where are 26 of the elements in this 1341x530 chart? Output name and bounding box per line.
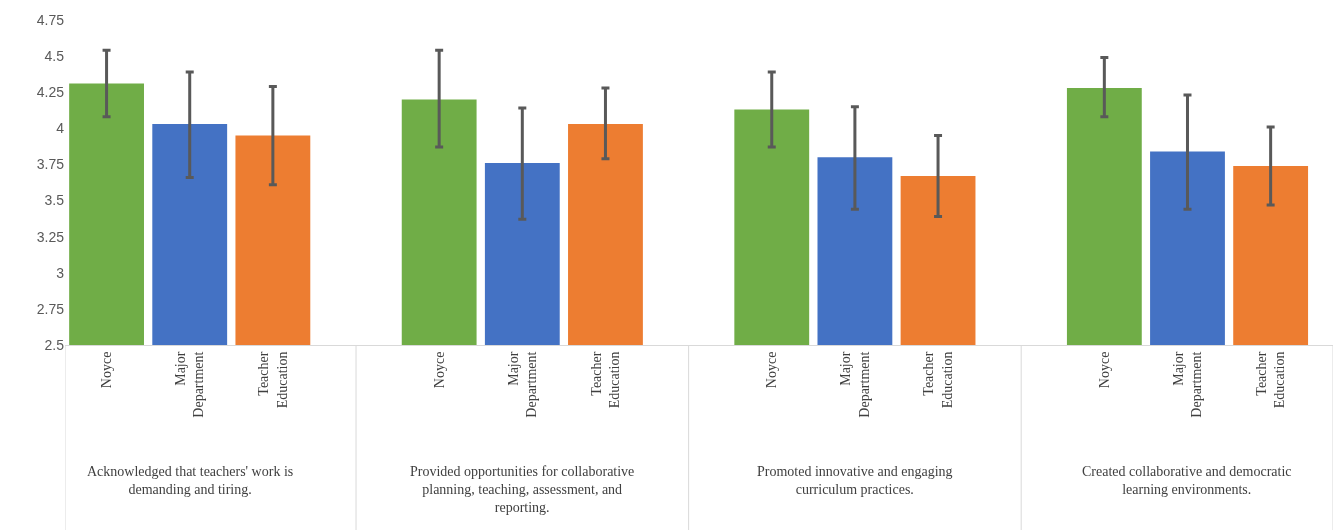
x-tick-label: Teacher Education xyxy=(256,351,290,409)
y-tick-label: 4.75 xyxy=(36,11,65,28)
text: Created collaborative and democratic learning environments. xyxy=(1082,464,1292,498)
x-tick-label: Teacher Education xyxy=(921,351,955,409)
x-tick-label: Noyce xyxy=(1096,351,1112,389)
y-tick-label: 2.75 xyxy=(36,300,65,317)
x-tick-label: Major Department xyxy=(505,351,539,418)
x-tick-label: Major Department xyxy=(838,351,872,418)
x-tick-label: Noyce xyxy=(99,351,115,389)
y-tick-label: 3.75 xyxy=(36,156,65,173)
y-tick-label: 3 xyxy=(56,264,65,281)
y-tick-label: 4.5 xyxy=(44,48,65,65)
x-tick-label: Major Department xyxy=(173,351,207,418)
y-tick-label: 3.25 xyxy=(36,228,65,245)
x-tick-label: Noyce xyxy=(764,351,780,389)
y-tick-label: 4.25 xyxy=(36,84,65,101)
y-tick-label: 3.5 xyxy=(44,192,65,209)
x-tick-label: Teacher Education xyxy=(588,351,623,409)
y-tick-label: 2.5 xyxy=(44,336,65,353)
x-tick-label: Teacher Education xyxy=(1254,351,1288,409)
x-tick-label: Noyce xyxy=(431,351,447,389)
y-tick-label: 4 xyxy=(56,120,65,137)
text: Provided opportunities for collaborative planning, teaching, assessment, and reporting. xyxy=(410,464,635,516)
text: Promoted innovative and engaging curriculum practices. xyxy=(757,464,953,498)
text: Acknowledged that teachers' work is demanding and tiring. xyxy=(87,464,294,498)
x-tick-label: Major Department xyxy=(1170,351,1205,418)
